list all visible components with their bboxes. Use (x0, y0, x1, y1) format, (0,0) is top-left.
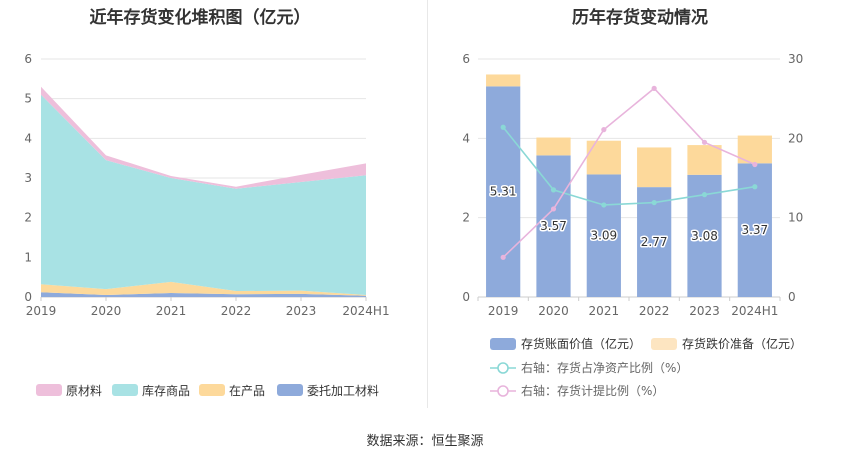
legend-label: 委托加工材料 (307, 384, 379, 398)
line-series (502, 87, 756, 258)
area-series-原材料 (41, 86, 366, 189)
legend-label: 右轴：存货计提比例（%） (521, 383, 664, 398)
y-tick-label: 3 (24, 171, 32, 185)
line-point (500, 254, 506, 260)
y-tick-label: 4 (462, 131, 470, 145)
bar-data-label: 3.37 (741, 223, 768, 237)
x-tick-label: 2019 (488, 304, 519, 318)
bar-impairment (486, 74, 521, 87)
y-tick-label: 6 (462, 52, 470, 66)
legend-swatch (199, 384, 225, 396)
bar-data-label: 2.77 (641, 235, 668, 249)
x-tick-label: 2024H1 (342, 304, 389, 318)
bar-data-label: 3.09 (590, 229, 617, 243)
legend-label: 原材料 (66, 384, 102, 398)
line-point (550, 187, 557, 193)
x-tick-label: 2020 (538, 304, 569, 318)
legend-label: 右轴：存货占净资产比例（%） (521, 360, 688, 375)
x-tick-label: 2023 (286, 304, 317, 318)
line-point (550, 206, 557, 212)
y2-tick-label: 30 (788, 52, 803, 66)
y-tick-label: 0 (24, 290, 32, 304)
bar-impairment (637, 147, 672, 188)
bar-impairment (687, 145, 722, 175)
line-point (601, 202, 607, 208)
legend-swatch (651, 338, 677, 350)
y-tick-label: 1 (24, 250, 32, 264)
legend-swatch (490, 338, 516, 350)
area-series-库存商品 (41, 94, 366, 296)
y-tick-label: 2 (24, 211, 32, 225)
bar-impairment (536, 137, 571, 156)
y-tick-label: 0 (462, 290, 470, 304)
x-tick-label: 2024H1 (731, 304, 778, 318)
bar-book-value (586, 174, 621, 297)
legend-swatch (277, 384, 303, 396)
line-point (752, 184, 758, 190)
legend-label: 存货跌价准备（亿元） (682, 336, 802, 351)
legend-label: 存货账面价值（亿元） (521, 336, 641, 351)
y2-tick-label: 0 (788, 290, 796, 304)
area-series-在产品 (41, 281, 366, 296)
y-tick-label: 5 (24, 92, 32, 106)
data-source-label: 数据来源：恒生聚源 (366, 434, 484, 449)
legend-label: 在产品 (229, 384, 265, 398)
left-chart-title: 近年存货变化堆积图（亿元） (89, 8, 311, 28)
bar-data-label: 5.31 (490, 185, 517, 199)
chart-divider (427, 0, 428, 408)
bar-data-label: 3.57 (540, 219, 567, 233)
bar-data-label: 3.08 (691, 229, 718, 243)
inventory-bar-line-chart: 0 2 4 6 0 10 20 30 5.31 3.57 3.09 2.77 3.08 3.37 2019 2… (462, 52, 803, 398)
bar-impairment (586, 140, 621, 175)
x-tick-label: 2023 (689, 304, 720, 318)
legend-label: 库存商品 (142, 383, 190, 398)
y-tick-label: 4 (24, 131, 32, 145)
line-point (651, 85, 657, 91)
line-series (502, 126, 755, 206)
right-chart-title: 历年存货变动情况 (572, 8, 708, 28)
x-tick-label: 2020 (91, 304, 122, 318)
stacked-area-chart: 0 1 2 3 4 5 6 2019 2020 2021 2022 2023 2024H1 原材料 库存商品… (24, 52, 389, 398)
line-point (752, 161, 758, 168)
x-tick-label: 2019 (26, 304, 57, 318)
line-point (701, 139, 708, 145)
x-tick-label: 2021 (589, 304, 620, 318)
x-tick-label: 2021 (156, 304, 187, 318)
x-tick-label: 2022 (639, 304, 670, 318)
legend-marker (497, 385, 509, 397)
y2-tick-label: 20 (788, 131, 803, 145)
bar-book-value (536, 155, 571, 297)
line-point (500, 124, 506, 130)
line-point (701, 192, 708, 198)
legend-swatch (112, 384, 138, 396)
area-series-委托加工材料 (41, 292, 366, 297)
y2-tick-label: 10 (788, 211, 803, 225)
y-tick-label: 6 (24, 52, 32, 66)
line-point (651, 199, 657, 206)
legend-marker (497, 362, 509, 374)
x-tick-label: 2022 (221, 304, 252, 318)
bar-book-value (637, 187, 672, 297)
y-tick-label: 2 (462, 211, 470, 225)
bar-book-value (486, 86, 521, 298)
legend-swatch (36, 384, 62, 396)
line-point (601, 127, 607, 133)
